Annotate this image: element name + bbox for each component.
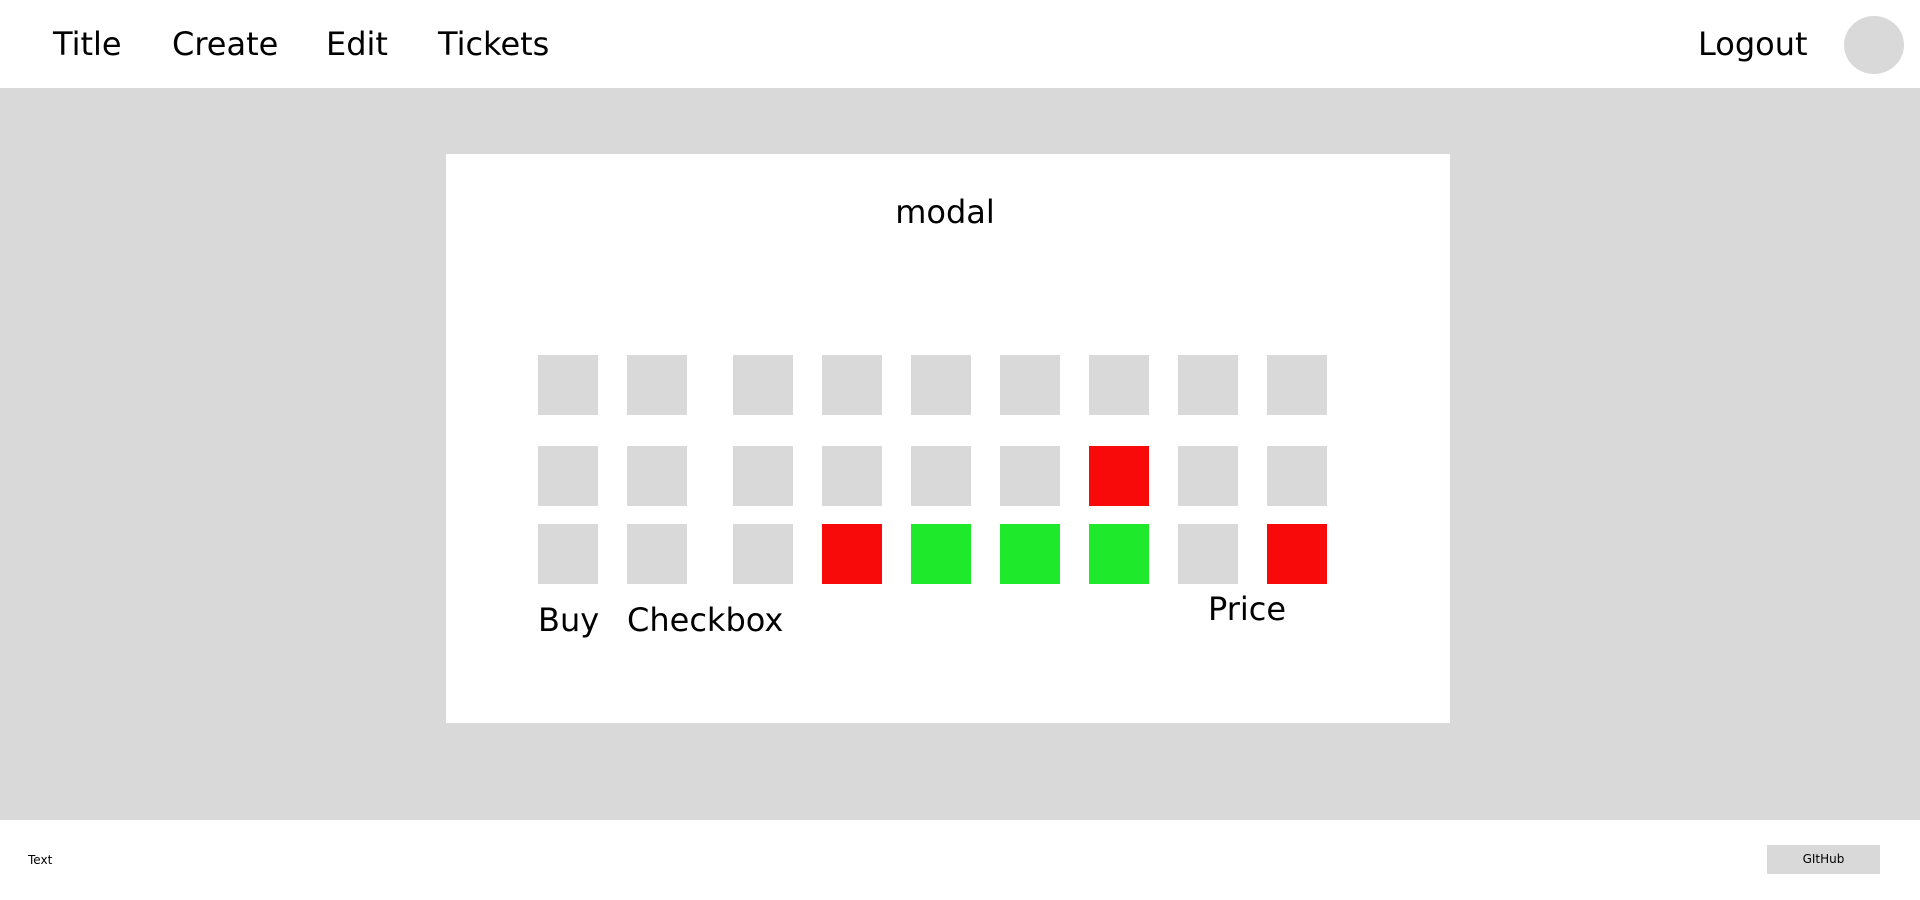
seat-taken[interactable] (822, 524, 882, 584)
seat-available[interactable] (1178, 355, 1238, 415)
modal-overlay: modal Buy Checkbox Price (0, 88, 1920, 820)
seat-available[interactable] (822, 355, 882, 415)
top-navbar: Title Create Edit Tickets Logout (0, 0, 1920, 88)
seat-available[interactable] (627, 524, 687, 584)
seat-selected[interactable] (1089, 524, 1149, 584)
seat-available[interactable] (1089, 355, 1149, 415)
seat-available[interactable] (627, 355, 687, 415)
seat-available[interactable] (733, 355, 793, 415)
seat-available[interactable] (911, 446, 971, 506)
price-label: Price (1208, 590, 1287, 628)
seat-available[interactable] (538, 355, 598, 415)
modal-title: modal (895, 193, 995, 231)
logout-link[interactable]: Logout (1698, 25, 1808, 63)
seat-available[interactable] (538, 446, 598, 506)
seat-available[interactable] (1267, 446, 1327, 506)
seat-selected[interactable] (911, 524, 971, 584)
seat-selected[interactable] (1000, 524, 1060, 584)
avatar[interactable] (1844, 16, 1904, 74)
seat-taken[interactable] (1089, 446, 1149, 506)
seat-available[interactable] (627, 446, 687, 506)
seat-available[interactable] (1178, 446, 1238, 506)
seat-available[interactable] (733, 446, 793, 506)
buy-button[interactable]: Buy (538, 601, 600, 639)
seat-available[interactable] (1178, 524, 1238, 584)
seat-available[interactable] (733, 524, 793, 584)
nav-create-link[interactable]: Create (172, 25, 279, 63)
seat-available[interactable] (538, 524, 598, 584)
seat-selection-modal: modal Buy Checkbox Price (446, 154, 1450, 723)
footer-text: Text (28, 853, 53, 867)
seat-taken[interactable] (1267, 524, 1327, 584)
seat-available[interactable] (822, 446, 882, 506)
seat-available[interactable] (1267, 355, 1327, 415)
nav-edit-link[interactable]: Edit (326, 25, 388, 63)
nav-tickets-link[interactable]: Tickets (438, 25, 550, 63)
nav-title-link[interactable]: Title (53, 25, 122, 63)
seat-available[interactable] (1000, 355, 1060, 415)
seat-available[interactable] (911, 355, 971, 415)
footer: Text GItHub (0, 820, 1920, 900)
github-button[interactable]: GItHub (1767, 845, 1880, 874)
checkbox-label[interactable]: Checkbox (627, 601, 784, 639)
seat-available[interactable] (1000, 446, 1060, 506)
